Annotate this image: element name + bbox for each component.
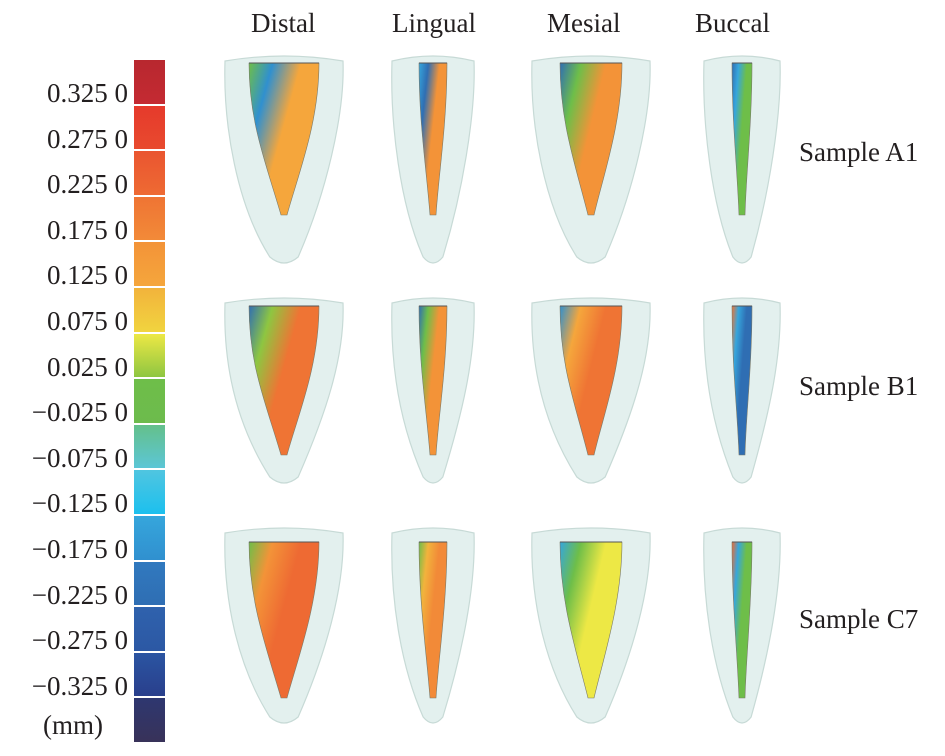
row-header-sample-b1: Sample B1 — [799, 371, 919, 401]
canal-deviation-map — [418, 62, 448, 216]
tooth-panel — [531, 297, 651, 484]
canal-deviation-map — [731, 305, 753, 456]
tooth-panel — [224, 527, 344, 724]
canal-deviation-map — [248, 62, 320, 216]
tooth-panel — [703, 55, 781, 264]
canal-deviation-map — [559, 62, 623, 216]
colorbar-segment — [134, 652, 165, 697]
column-header-buccal: Buccal — [695, 8, 770, 38]
colorbar-segment — [134, 105, 165, 150]
colorbar-tick-label: −0.175 0 — [31, 534, 128, 564]
colorbar-segment — [134, 60, 165, 104]
canal-deviation-map — [248, 305, 320, 456]
canal-deviation-map — [559, 305, 623, 456]
colorbar-tick-label: 0.125 0 — [47, 260, 128, 291]
colorbar-tick-label: 0.175 0 — [47, 214, 128, 245]
colorbar-segment — [134, 196, 165, 241]
canal-deviation-map — [559, 541, 623, 699]
canal-deviation-map — [731, 541, 753, 699]
column-header-distal: Distal — [251, 8, 316, 38]
column-header-lingual: Lingual — [392, 8, 476, 38]
colorbar-tick-label: −0.125 0 — [31, 488, 128, 519]
tooth-panel — [224, 297, 344, 484]
colorbar-tick-label: 0.075 0 — [47, 306, 128, 336]
colorbar-segment — [134, 333, 165, 378]
tooth-panel — [703, 297, 781, 484]
canal-deviation-map — [731, 62, 753, 216]
colorbar-segment — [134, 470, 165, 514]
column-header-mesial: Mesial — [547, 8, 621, 38]
colorbar-tick-label: −0.025 0 — [31, 397, 128, 428]
canal-deviation-map — [418, 541, 448, 699]
colorbar-tick-label: 0.025 0 — [47, 351, 128, 382]
colorbar-segment — [134, 561, 165, 606]
tooth-panel — [224, 55, 344, 264]
colorbar-tick-label: 0.325 0 — [47, 78, 128, 108]
colorbar-tick-label: −0.075 0 — [31, 442, 128, 473]
tooth-panel — [391, 55, 475, 264]
colorbar-tick-label: 0.275 0 — [47, 123, 128, 154]
colorbar-tick-label: 0.225 0 — [47, 169, 128, 200]
tooth-panel — [531, 527, 651, 724]
colorbar-segment — [134, 151, 165, 195]
colorbar-segment — [134, 379, 165, 423]
tooth-panel — [703, 527, 781, 724]
colorbar-segment — [134, 698, 165, 742]
tooth-panel — [391, 527, 475, 724]
canal-deviation-map — [248, 541, 320, 699]
row-header-sample-c7: Sample C7 — [799, 604, 919, 634]
colorbar-segment — [134, 242, 165, 286]
colorbar-segment — [134, 424, 165, 469]
colorbar-tick-label: −0.275 0 — [31, 625, 128, 656]
colorbar-segment — [134, 288, 165, 332]
canal-deviation-map — [418, 305, 448, 456]
colorbar-unit-label: (mm) — [43, 710, 103, 740]
colorbar-tick-label: −0.325 0 — [31, 670, 128, 701]
tooth-panel — [391, 297, 475, 484]
colorbar-segment — [134, 516, 165, 560]
colorbar-segment — [134, 607, 165, 651]
colorbar-tick-label: −0.225 0 — [31, 579, 128, 610]
tooth-panel — [531, 55, 651, 264]
row-header-sample-a1: Sample A1 — [799, 137, 919, 167]
